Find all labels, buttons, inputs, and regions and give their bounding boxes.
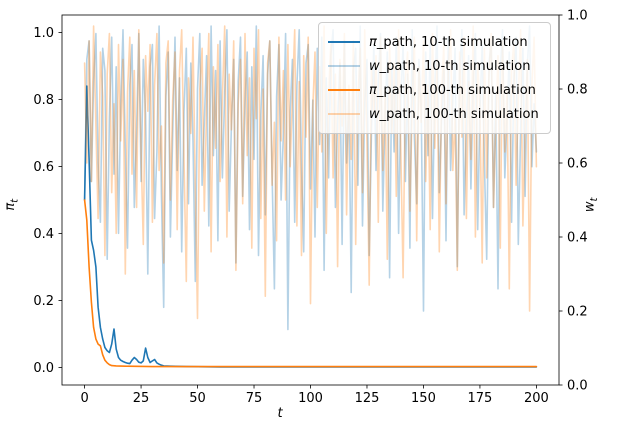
- legend-line-sample-pi-path-10: [328, 41, 360, 43]
- x-tick-label: 0: [80, 391, 88, 406]
- y-axis-label-left-symbol: π: [3, 202, 19, 211]
- legend-label-text: _path, 100-th simulation: [376, 82, 536, 98]
- y-axis-label-left-subscript: t: [9, 198, 21, 203]
- y-tick-label-right: 0.2: [567, 305, 588, 320]
- y-tick-label-right: 0.0: [567, 379, 588, 394]
- legend-item-w-path-10: w_path, 10-th simulation: [328, 54, 540, 78]
- y-tick-label-right: 0.8: [567, 83, 588, 98]
- legend-label-w-path-10: w_path, 10-th simulation: [369, 59, 530, 74]
- x-tick-label: 50: [189, 391, 206, 406]
- x-tick-label: 175: [468, 391, 493, 406]
- y-axis-label-left: πt: [3, 199, 21, 211]
- x-tick-label: 150: [411, 391, 436, 406]
- x-tick-label: 25: [133, 391, 150, 406]
- y-tick-label-left: 0.0: [33, 361, 54, 376]
- series-line-pi-path-10: [83, 85, 538, 368]
- legend-label-w-path-100: w_path, 100-th simulation: [369, 107, 539, 122]
- legend-line-sample-pi-path-100: [328, 89, 360, 91]
- y-tick-label-left: 1.0: [33, 26, 54, 41]
- y-tick-label-left: 0.2: [33, 294, 54, 309]
- series-line-pi-path-100: [83, 199, 538, 368]
- y-axis-label-right-symbol: w: [582, 201, 598, 213]
- x-tick-label: 125: [355, 391, 380, 406]
- legend-label-symbol: w: [369, 58, 380, 74]
- x-tick-label: 100: [298, 391, 323, 406]
- legend: π_path, 10-th simulation w_path, 10-th s…: [318, 22, 551, 134]
- axes-frame: [61, 14, 560, 386]
- y-tick-label-right: 0.4: [567, 231, 588, 246]
- y-tick-label-left: 0.6: [33, 160, 54, 175]
- legend-line-sample-w-path-10: [328, 65, 360, 67]
- y-tick-label-right: 0.6: [567, 157, 588, 172]
- legend-label-text: _path, 100-th simulation: [379, 106, 539, 122]
- legend-label-text: _path, 10-th simulation: [379, 58, 531, 74]
- legend-label-pi-path-100: π_path, 100-th simulation: [369, 83, 536, 98]
- legend-item-pi-path-100: π_path, 100-th simulation: [328, 78, 540, 102]
- legend-label-pi-path-10: π_path, 10-th simulation: [369, 35, 528, 50]
- legend-label-symbol: π: [369, 34, 377, 50]
- y-tick-label-left: 0.4: [33, 227, 54, 242]
- y-axis-label-right-subscript: t: [589, 197, 601, 202]
- legend-line-sample-w-path-100: [328, 113, 360, 115]
- legend-item-pi-path-10: π_path, 10-th simulation: [328, 30, 540, 54]
- x-tick-label: 200: [524, 391, 549, 406]
- y-tick-label-right: 1.0: [567, 9, 588, 24]
- legend-label-symbol: w: [369, 106, 380, 122]
- y-tick-label-left: 0.8: [33, 93, 54, 108]
- legend-label-symbol: π: [369, 82, 377, 98]
- legend-label-text: _path, 10-th simulation: [376, 34, 528, 50]
- x-axis-label: t: [277, 406, 283, 421]
- x-tick-label: 75: [246, 391, 263, 406]
- legend-item-w-path-100: w_path, 100-th simulation: [328, 102, 540, 126]
- y-axis-label-right: wt: [582, 198, 600, 213]
